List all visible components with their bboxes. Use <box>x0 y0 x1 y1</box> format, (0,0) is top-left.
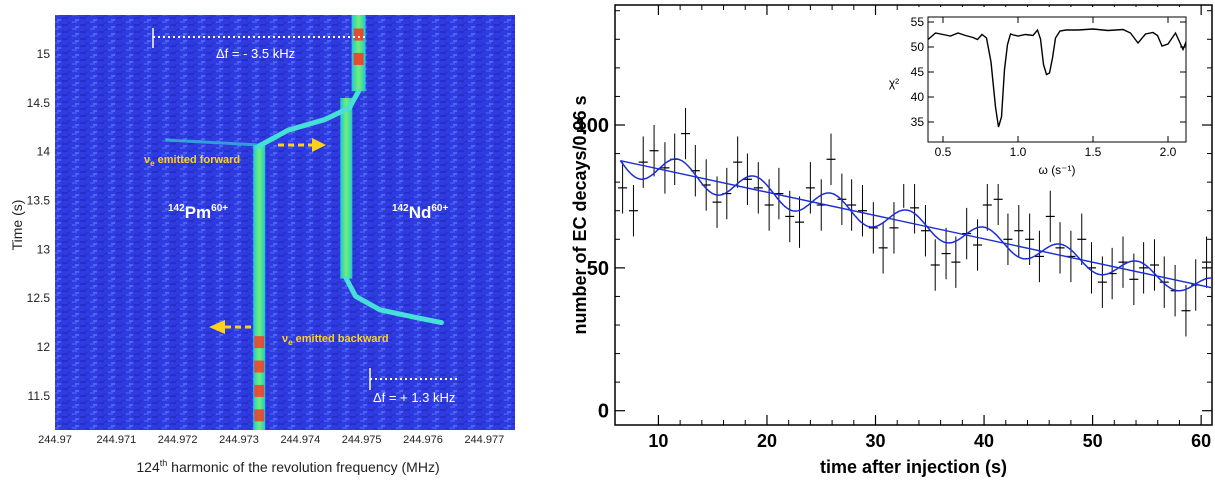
y-axis-label: number of EC decays/0.96 s <box>570 95 590 334</box>
heatmap-y-tick-label: 15 <box>37 47 51 61</box>
nu-backward-sub: e <box>288 338 293 347</box>
inset-x-tick-label: 0.5 <box>935 145 952 159</box>
x-label-text: harmonic of the revolution frequency (MH… <box>167 459 439 475</box>
inset-x-axis-label: ω (s⁻¹) <box>1038 163 1075 177</box>
inset-y-tick-label: 50 <box>911 40 925 54</box>
pm-ion-label-charge: 60+ <box>211 203 228 214</box>
heatmap-axes: 244.97 244.971 244.972 244.973 244.974 244.97… <box>9 47 504 475</box>
x-tick-label: 50 <box>1083 431 1103 451</box>
plot-frame <box>614 4 1213 426</box>
pm-ion-label: 142Pm60+ <box>168 203 228 222</box>
nu-forward-sub: e <box>150 159 155 168</box>
nd-ion-label: 142Nd60+ <box>392 203 448 222</box>
pm-tail-line <box>165 138 258 147</box>
right-decay-chart: 10 20 30 40 50 60 0 50 100 time after injection (… <box>570 4 1213 477</box>
inset-frame <box>927 16 1187 143</box>
pm-ion-label-mass: 142 <box>168 203 185 214</box>
nd-curve-bottom <box>343 276 444 326</box>
y-tick-label: 50 <box>587 258 609 280</box>
heatmap-x-tick-label: 244.972 <box>158 434 198 446</box>
heatmap-x-tick-label: 244.973 <box>219 434 259 446</box>
y-tick-label: 0 <box>598 401 609 423</box>
heatmap-frame <box>55 15 515 430</box>
x-label-sup: th <box>160 458 168 468</box>
inset-chi2-curve <box>927 28 1187 128</box>
heatmap-y-tick-label: 14.5 <box>27 96 51 110</box>
heatmap-x-tick-label: 244.97 <box>38 434 72 446</box>
inset-y-tick-label: 45 <box>911 65 925 79</box>
pm-hot-spot <box>254 336 265 349</box>
heatmap-y-tick-label: 11.5 <box>28 389 51 403</box>
x-label-number: 124 <box>136 459 160 475</box>
heatmap-y-tick-label: 13.5 <box>27 194 51 208</box>
heatmap-x-tick-label: 244.971 <box>96 434 136 446</box>
inset-x-tick-label: 2.0 <box>1160 145 1177 159</box>
delta-bottom-label: Δf = + 1.3 kHz <box>373 390 455 405</box>
heatmap-x-tick-label: 244.974 <box>280 434 320 446</box>
nu-backward-text: emitted backward <box>293 333 389 345</box>
pm-hot-spot <box>254 409 265 422</box>
inset-y-tick-label: 40 <box>911 90 925 104</box>
inset-y-tick-label: 55 <box>911 15 925 29</box>
pm-ion-label-symbol: Pm <box>185 203 211 222</box>
nu-forward-text: emitted forward <box>155 154 241 166</box>
x-tick-label: 20 <box>757 431 777 451</box>
inset-y-tick-label: 35 <box>911 115 925 129</box>
nu-backward-label: νe emitted backward <box>282 333 389 347</box>
inset-x-tick-label: 1.5 <box>1085 145 1102 159</box>
nd-ion-label-charge: 60+ <box>431 203 448 214</box>
nd-ion-label-mass: 142 <box>392 203 409 214</box>
delta-top-label: Δf = - 3.5 kHz <box>216 46 295 61</box>
decay-plot-area: 10 20 30 40 50 60 0 50 100 time after injection (… <box>570 4 1213 477</box>
x-tick-label: 60 <box>1191 431 1211 451</box>
x-tick-label: 30 <box>865 431 885 451</box>
linear-fit-line <box>620 160 1213 289</box>
heatmap-y-tick-label: 12 <box>37 340 51 354</box>
backward-arrow-head <box>209 320 225 334</box>
x-tick-label: 40 <box>974 431 994 451</box>
nu-forward-label: νe emitted forward <box>144 154 240 168</box>
y-tick-label: 100 <box>576 115 609 137</box>
pm-hot-spot <box>254 384 265 397</box>
heatmap-x-axis-label: 124th harmonic of the revolution frequen… <box>136 458 439 475</box>
heatmap-x-tick-label: 244.977 <box>464 434 504 446</box>
inset-y-axis-label: χ² <box>889 76 899 90</box>
heatmap-y-tick-label: 14 <box>37 145 51 159</box>
inset-background <box>898 7 1196 184</box>
nu-forward-symbol: ν <box>144 154 150 166</box>
heatmap-traces <box>165 15 444 430</box>
heatmap-y-tick-label: 12.5 <box>27 291 51 305</box>
heatmap-x-tick-label: 244.975 <box>342 434 382 446</box>
nd-hot-spot <box>353 52 364 65</box>
nd-ion-label-symbol: Nd <box>409 203 432 222</box>
chi-square-inset: 0.5 1.0 1.5 2.0 35 40 45 50 55 ω (s⁻¹) χ² <box>889 7 1196 184</box>
pm-trace-line <box>253 144 266 430</box>
x-axis-label: time after injection (s) <box>820 457 1007 477</box>
forward-arrow-head <box>312 138 326 152</box>
heatmap-y-axis-label: Time (s) <box>9 200 25 251</box>
nd-hot-spot <box>353 28 364 41</box>
nd-trace-lower <box>340 98 353 279</box>
heatmap-y-tick-label: 13 <box>37 242 51 256</box>
x-tick-label: 10 <box>648 431 668 451</box>
inset-x-tick-label: 1.0 <box>1010 145 1027 159</box>
oscillation-fit-curve <box>619 158 1211 292</box>
pm-hot-spot <box>254 360 265 373</box>
nd-curve-top <box>254 88 362 150</box>
nu-backward-symbol: ν <box>282 333 288 345</box>
heatmap-x-tick-label: 244.976 <box>403 434 443 446</box>
